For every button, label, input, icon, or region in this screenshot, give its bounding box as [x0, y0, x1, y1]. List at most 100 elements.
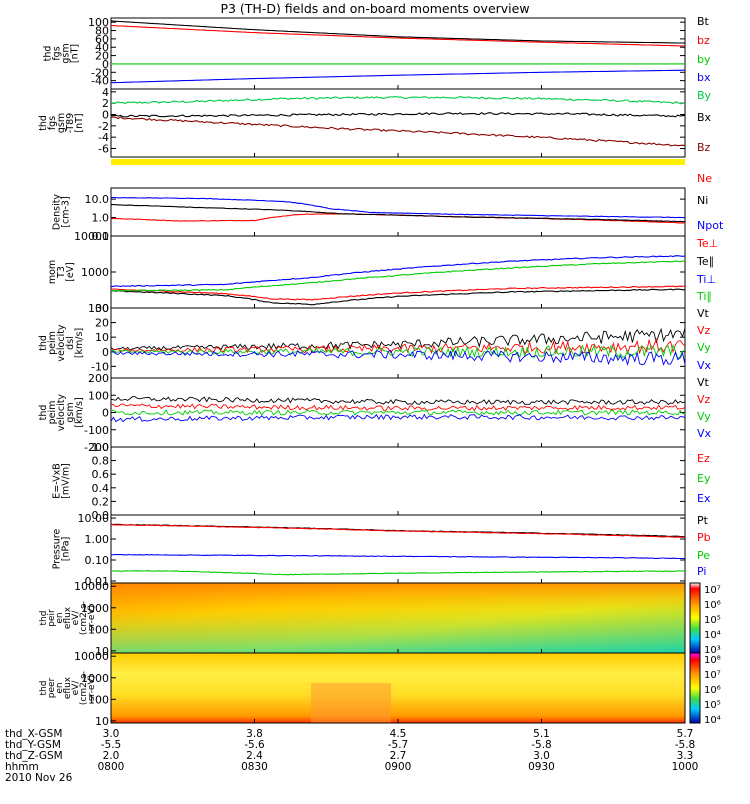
series-line-fgs-0: [110, 20, 686, 44]
y-tick-label: 60: [95, 33, 109, 46]
x-tick-label: 4.5: [390, 728, 407, 740]
y-axis-label: dsl: [65, 336, 76, 350]
legend-label: Vy: [697, 341, 711, 354]
colorbar-label: 10⁷: [704, 585, 721, 596]
y-tick-label: 0: [102, 346, 109, 359]
y-tick-label: 10.0: [85, 193, 110, 206]
series-line-fgs-dB-2: [110, 116, 686, 147]
panel-efield: 1.00.80.60.40.20.0 E=-VxB[mV/m] Ez Ey Ex: [52, 441, 711, 522]
x-tick-label: 1000: [672, 761, 699, 773]
y-axis-label: gsm: [56, 113, 67, 133]
y-tick-label: 100: [88, 623, 109, 636]
legend-label: Vz: [697, 324, 711, 337]
legend-label: by: [697, 53, 711, 66]
y-axis-label: mom: [47, 260, 58, 284]
y-tick-label: 0.4: [92, 482, 110, 495]
series-line-peim-vel-1-3: [110, 349, 686, 367]
colorbar-label: 10⁸: [704, 655, 721, 666]
y-tick-label: 10000: [74, 230, 109, 243]
y-axis-label: (cm2-s-: [79, 601, 89, 635]
x-tick-label: 0830: [241, 761, 268, 773]
x-tick-label: 0800: [98, 761, 125, 773]
y-tick-label: 40: [95, 41, 109, 54]
y-tick-label: 1.0: [92, 212, 110, 225]
legend-label: Bz: [697, 141, 711, 154]
x-tick-label: -5.7: [388, 739, 409, 751]
y-tick-label: 100: [88, 302, 109, 315]
colorbar: [689, 582, 701, 654]
legend-label: Vt: [697, 307, 710, 320]
y-axis-label: T3: [56, 266, 67, 279]
spectrogram-peer-spec: 10000 1000 100 10 thdpeerenefluxeV/(cm2-s-sr…: [39, 650, 721, 728]
y-tick-label: 1000: [81, 672, 109, 685]
y-axis-label: fgs: [52, 46, 63, 60]
spectrogram-image: [111, 653, 685, 723]
y-tick-label: 0.0: [92, 509, 110, 522]
y-tick-label: -100: [84, 424, 109, 437]
y-axis-label: peim: [47, 401, 58, 425]
y-tick-label: 1000: [81, 602, 109, 615]
y-axis-label: gsm: [61, 43, 72, 63]
legend-label: Ex: [697, 492, 711, 505]
y-tick-label: 100: [88, 693, 109, 706]
spectrogram-peir-spec: 10000 1000 100 10 thdpeirenefluxeV/(cm2-s-sr…: [39, 580, 721, 658]
spectrogram-overlay: [311, 683, 391, 723]
y-tick-label: 10000: [74, 580, 109, 593]
x-tick-label: 3.3: [677, 750, 694, 762]
series-line-density-2: [110, 196, 686, 219]
colorbar-label: 10⁶: [704, 600, 721, 611]
legend-label: Vx: [697, 359, 712, 372]
legend-label: Ni: [697, 194, 708, 207]
series-line-peim-vel-2-3: [110, 413, 686, 423]
y-axis-label: thd: [39, 611, 49, 626]
y-axis-label: sr-eV): [87, 605, 97, 631]
y-tick-label: -200: [84, 441, 109, 454]
y-axis-label: en: [55, 612, 65, 623]
y-axis-label: sr-eV): [87, 675, 97, 701]
legend-label: Pt: [697, 514, 709, 527]
panel-frame: [110, 17, 686, 90]
x-tick-label: -5.5: [101, 739, 122, 751]
series-line-pressure-1: [110, 524, 686, 539]
y-tick-label: 10000: [74, 650, 109, 663]
y-tick-label: 0.10: [85, 554, 110, 567]
y-axis-label: [cm-3]: [61, 196, 72, 227]
x-tick-label: 2.4: [246, 750, 263, 762]
legend-label: Ne: [697, 172, 712, 185]
y-axis-label: eV/: [71, 610, 81, 626]
series-line-fgs-dB-1: [110, 112, 685, 118]
series-line-peim-vel-2-2: [110, 409, 686, 416]
y-tick-label: 1.00: [85, 533, 110, 546]
legend-label: By: [697, 89, 712, 102]
colorbar-label: 10⁴: [704, 715, 721, 726]
x-tick-label: 0930: [528, 761, 555, 773]
y-tick-label: 0.01: [85, 575, 110, 588]
spectrogram-overlay: [111, 583, 685, 653]
y-axis-label: thd: [38, 115, 49, 131]
y-axis-label: Density: [52, 194, 63, 230]
y-axis-label: eV/: [71, 680, 81, 696]
colorbar-label: 10⁵: [704, 615, 721, 626]
y-tick-label: -20: [91, 66, 109, 79]
x-tick-label: 5.7: [677, 728, 694, 740]
y-tick-label: 100: [88, 389, 109, 402]
y-axis-label: [km/s]: [74, 397, 85, 427]
y-axis-label: peim: [47, 331, 58, 355]
x-tick-label: 2.0: [103, 750, 120, 762]
y-axis-label: thd: [39, 681, 49, 696]
y-tick-label: -6: [98, 143, 109, 156]
legend-label: Te∥: [696, 255, 714, 268]
y-axis-label: thd: [38, 405, 49, 421]
y-axis-label: velocity: [56, 394, 67, 432]
flag-bar: [111, 159, 685, 165]
legend-label: Vx: [697, 427, 712, 440]
legend-label: Pe: [697, 549, 710, 562]
x-tick-label: 2.7: [390, 750, 407, 762]
y-tick-label: 0.2: [92, 495, 110, 508]
y-tick-label: -10: [91, 360, 109, 373]
y-tick-label: 0.8: [92, 455, 110, 468]
y-tick-label: 80: [95, 25, 109, 38]
